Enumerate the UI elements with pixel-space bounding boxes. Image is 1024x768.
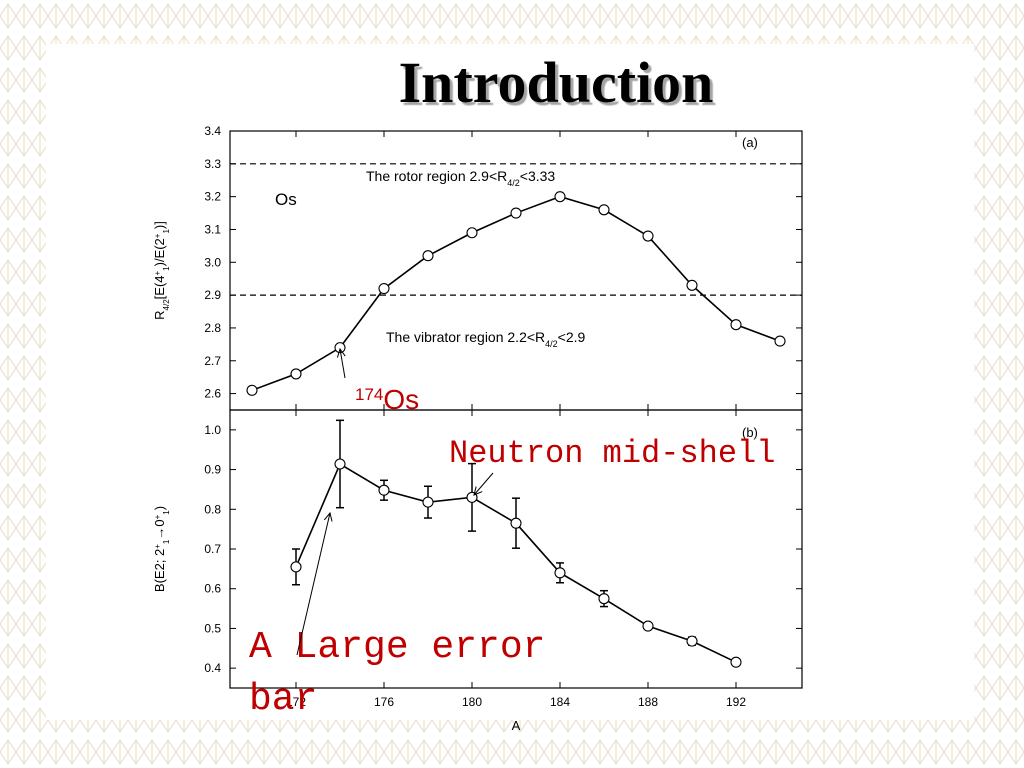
data-point: [290, 561, 302, 573]
annotation: Os: [275, 190, 297, 209]
y-tick-label: 3.2: [204, 190, 221, 204]
text-part: 174: [355, 385, 383, 404]
data-point: [334, 458, 346, 470]
text-part: +: [153, 271, 162, 276]
text-part: (a): [742, 135, 758, 150]
y-tick-label: 2.9: [204, 288, 221, 302]
data-point: [422, 250, 434, 262]
callout: A Large error bar: [249, 626, 546, 721]
text-part: [E(4: [152, 276, 167, 300]
text-part: Os: [275, 190, 297, 209]
data-point: [730, 656, 742, 668]
text-part: <2.9: [558, 329, 586, 345]
arrow: [340, 349, 345, 379]
x-axis-label: A: [512, 718, 521, 733]
text-part: 1: [162, 229, 171, 234]
y-tick-label: 2.6: [204, 387, 221, 401]
y-axis-label: R4/2[E(4+1)/E(2+1)]: [152, 221, 171, 320]
x-tick-label: 172: [286, 695, 306, 709]
text-part: →0: [152, 519, 167, 539]
y-tick-label: 0.6: [204, 582, 221, 596]
data-point: [510, 517, 522, 529]
annotation: The vibrator region 2.2<R4/2<2.9: [386, 329, 586, 349]
text-part: R: [152, 310, 167, 319]
text-part: The rotor region 2.9<R: [366, 168, 507, 184]
chart-panel: 0.4 0.5 0.6 0.7 0.8 0.9 1.0 172 176 180 184 188 192 A…: [152, 409, 803, 733]
text-part: 1: [162, 266, 171, 271]
y-tick-label: 0.7: [204, 542, 221, 556]
annotation: The rotor region 2.9<R4/2<3.33: [366, 168, 555, 188]
text-part: +: [153, 233, 162, 238]
y-tick-label: 0.5: [204, 621, 221, 635]
text-part: 4/2: [507, 178, 520, 188]
arrow: [474, 472, 494, 495]
data-point: [378, 283, 390, 295]
y-tick-label: 0.9: [204, 463, 221, 477]
data-point: [686, 635, 698, 647]
data-point: [598, 593, 610, 605]
annotation: Neutron mid-shell: [449, 435, 775, 472]
text-part: 1: [162, 539, 171, 544]
text-part: (b): [742, 425, 758, 440]
data-point: [642, 230, 654, 242]
arrows: [296, 349, 494, 656]
data-point: [422, 496, 434, 508]
y-tick-label: 2.8: [204, 321, 221, 335]
text-part: 4/2: [162, 299, 171, 311]
content-area: [46, 44, 974, 720]
chart-panel: 2.62.72.82.93.03.13.23.33.4R4/2[E(4+1)/E…: [152, 124, 803, 411]
y-tick-label: 0.4: [204, 661, 221, 675]
callout-text: A Large error bar: [249, 626, 546, 721]
annotation: (b): [742, 425, 758, 440]
text-part: 4/2: [545, 339, 558, 349]
data-point: [642, 620, 654, 632]
x-tick-label: 180: [462, 695, 482, 709]
x-tick-label: 192: [726, 695, 746, 709]
text-part: B(E2; 2: [152, 549, 167, 592]
y-tick-label: 3.4: [204, 124, 221, 138]
x-tick-label: 184: [550, 695, 570, 709]
data-point: [598, 204, 610, 216]
y-tick-label: 2.7: [204, 354, 221, 368]
data-point: [730, 319, 742, 331]
y-tick-label: 0.8: [204, 502, 221, 516]
text-part: The vibrator region 2.2<R: [386, 329, 545, 345]
data-point: [774, 335, 786, 347]
x-tick-label: 176: [374, 695, 394, 709]
text-part: Neutron mid-shell: [449, 435, 775, 472]
text-part: )/E(2: [152, 238, 167, 266]
y-axis-label: B(E2; 2+1→0+1): [152, 506, 171, 592]
text-part: <3.33: [520, 168, 556, 184]
arrow: [296, 513, 330, 656]
data-point: [378, 484, 390, 496]
data-point: [686, 279, 698, 291]
data-point: [290, 368, 302, 380]
y-tick-label: 3.1: [204, 222, 221, 236]
text-part: ): [152, 506, 167, 510]
y-tick-label: 3.3: [204, 157, 221, 171]
y-tick-label: 3.0: [204, 255, 221, 269]
text-part: )]: [152, 221, 167, 229]
y-tick-label: 1.0: [204, 423, 221, 437]
text-part: 1: [162, 510, 171, 515]
data-point: [554, 191, 566, 203]
data-point: [466, 227, 478, 239]
slide-title: Introduction: [399, 50, 714, 115]
text-part: +: [153, 544, 162, 549]
data-point: [246, 384, 258, 396]
data-point: [510, 207, 522, 219]
text-part: +: [153, 514, 162, 519]
annotation: (a): [742, 135, 758, 150]
data-point: [554, 567, 566, 579]
x-tick-label: 188: [638, 695, 658, 709]
